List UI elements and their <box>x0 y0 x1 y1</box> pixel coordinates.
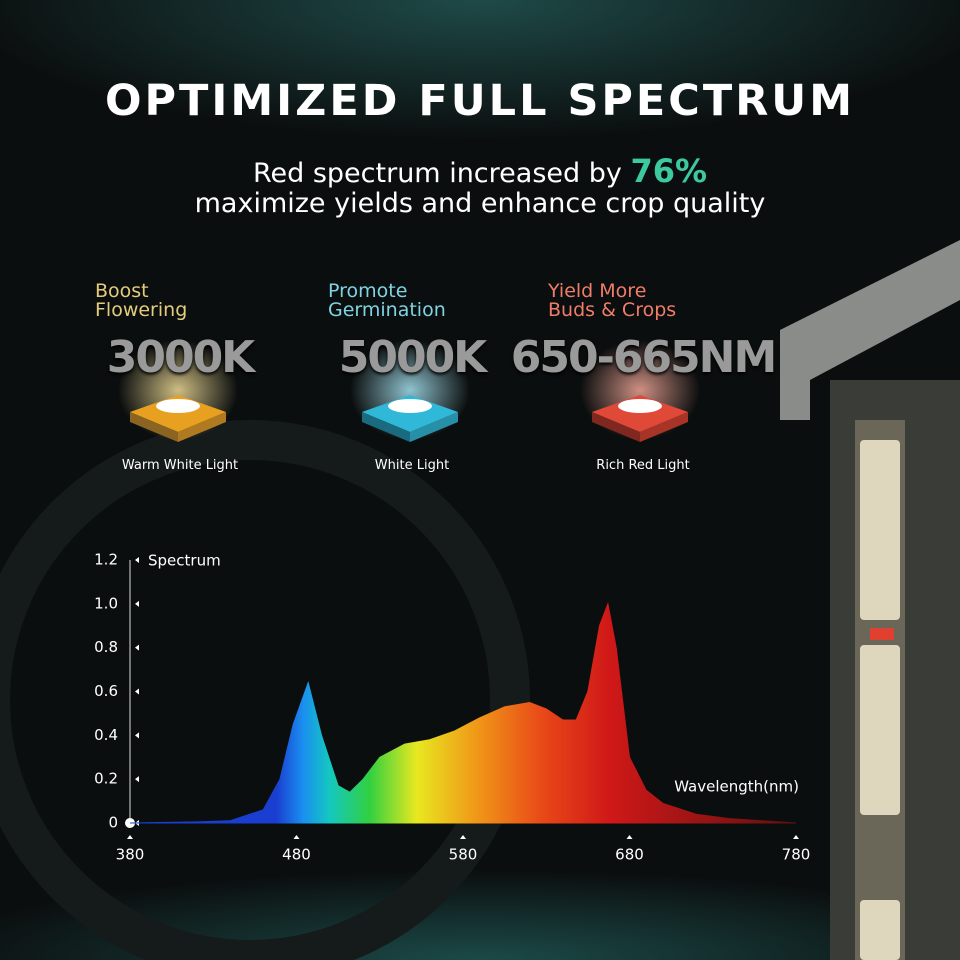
subtitle-highlight: 76% <box>630 152 708 190</box>
x-tick-label: 480 <box>282 846 311 864</box>
feature-value: 650-665NM <box>510 332 778 383</box>
x-tick-label: 580 <box>449 846 478 864</box>
feature-value: 3000K <box>106 332 256 383</box>
x-tick-mark <box>793 835 799 839</box>
x-tick-mark <box>626 835 633 839</box>
y-tick-mark <box>135 644 139 651</box>
feature-heading: Yield More <box>548 280 647 302</box>
x-tick-mark <box>127 835 133 839</box>
y-tick-mark <box>135 688 139 695</box>
y-tick-label: 0.2 <box>94 770 118 788</box>
y-tick-mark <box>135 732 139 739</box>
y-tick-mark <box>135 557 139 563</box>
x-tick-mark <box>293 835 300 839</box>
y-tick-label: 1.2 <box>94 551 118 569</box>
subtitle-line: maximize yields and enhance crop quality <box>194 188 766 219</box>
feature-value: 5000K <box>338 332 488 383</box>
y-axis-label: Spectrum <box>148 552 221 570</box>
feature-caption: Rich Red Light <box>596 458 690 473</box>
x-tick-label: 680 <box>615 846 644 864</box>
x-tick-label: 780 <box>782 846 811 864</box>
led-chips <box>118 340 700 442</box>
y-tick-label: 0 <box>108 814 118 832</box>
subtitle: Red spectrum increased by 76% <box>0 152 960 190</box>
feature-heading: Flowering <box>95 299 188 321</box>
feature-heading: Germination <box>328 299 446 321</box>
title: OPTIMIZED FULL SPECTRUM <box>104 76 856 126</box>
feature-caption: White Light <box>374 458 450 473</box>
x-tick-mark <box>460 835 466 839</box>
y-tick-mark <box>135 600 139 607</box>
y-tick-mark <box>135 776 139 783</box>
feature-heading: Promote <box>328 280 408 302</box>
x-tick-label: 380 <box>116 846 145 864</box>
y-tick-label: 0.6 <box>94 682 118 700</box>
feature-caption: Warm White Light <box>121 458 239 473</box>
subtitle-text: Red spectrum increased by <box>252 158 622 189</box>
feature-heading: Boost <box>95 280 149 302</box>
feature-heading: Buds & Crops <box>548 299 677 321</box>
spectrum-area <box>129 601 797 824</box>
x-axis-label: Wavelength(nm) <box>674 778 799 796</box>
y-tick-label: 1.0 <box>94 594 118 612</box>
y-tick-label: 0.8 <box>94 638 118 656</box>
background-ring <box>0 420 530 960</box>
y-tick-label: 0.4 <box>94 726 118 744</box>
grow-light-fixture <box>780 240 960 960</box>
